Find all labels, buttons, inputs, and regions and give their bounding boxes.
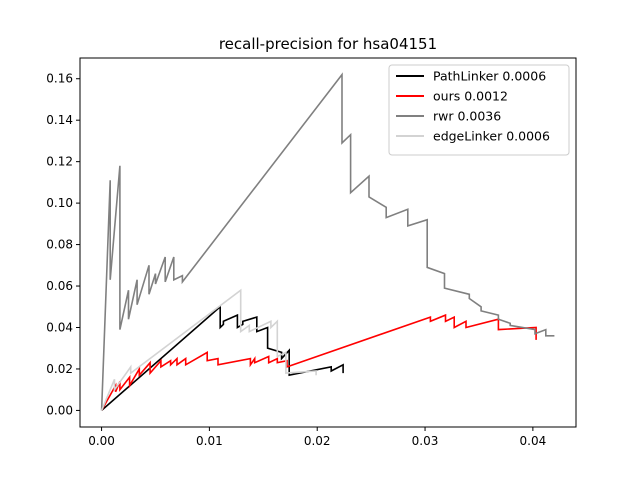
y-tick-label: 0.04 [46, 320, 73, 334]
x-tick-label: 0.02 [304, 434, 331, 448]
series-line-pathlinker [101, 305, 344, 412]
y-axis: 0.00 0.02 0.04 0.06 0.08 0.10 0.12 0.14 0.16 [46, 72, 80, 417]
y-tick-label: 0.10 [46, 196, 73, 210]
legend-label: edgeLinker 0.0006 [433, 129, 550, 144]
y-tick-label: 0.14 [46, 113, 73, 127]
series-line-ours [100, 313, 537, 411]
legend-label: PathLinker 0.0006 [433, 69, 546, 84]
x-axis: 0.00 0.01 0.02 0.03 0.04 [88, 427, 546, 448]
chart-title: recall-precision for hsa04151 [219, 35, 437, 53]
y-tick-label: 0.02 [46, 362, 73, 376]
legend-label: rwr 0.0036 [433, 109, 501, 124]
y-tick-label: 0.12 [46, 155, 73, 169]
legend-box [388, 64, 570, 156]
x-tick-label: 0.01 [196, 434, 223, 448]
series-line-rwr [100, 72, 555, 411]
y-tick-label: 0.08 [46, 238, 73, 252]
plot-area [100, 72, 555, 412]
x-tick-label: 0.04 [520, 434, 547, 448]
y-tick-label: 0.00 [46, 403, 73, 417]
x-tick-label: 0.00 [88, 434, 115, 448]
axes-frame [79, 57, 577, 428]
series-line-edgelinker [100, 288, 317, 411]
legend: PathLinker 0.0006 ours 0.0012 rwr 0.0036 ed… [388, 64, 570, 156]
legend-label: ours 0.0012 [433, 89, 508, 104]
y-tick-label: 0.06 [46, 279, 73, 293]
y-tick-label: 0.16 [46, 72, 73, 86]
x-tick-label: 0.03 [412, 434, 439, 448]
